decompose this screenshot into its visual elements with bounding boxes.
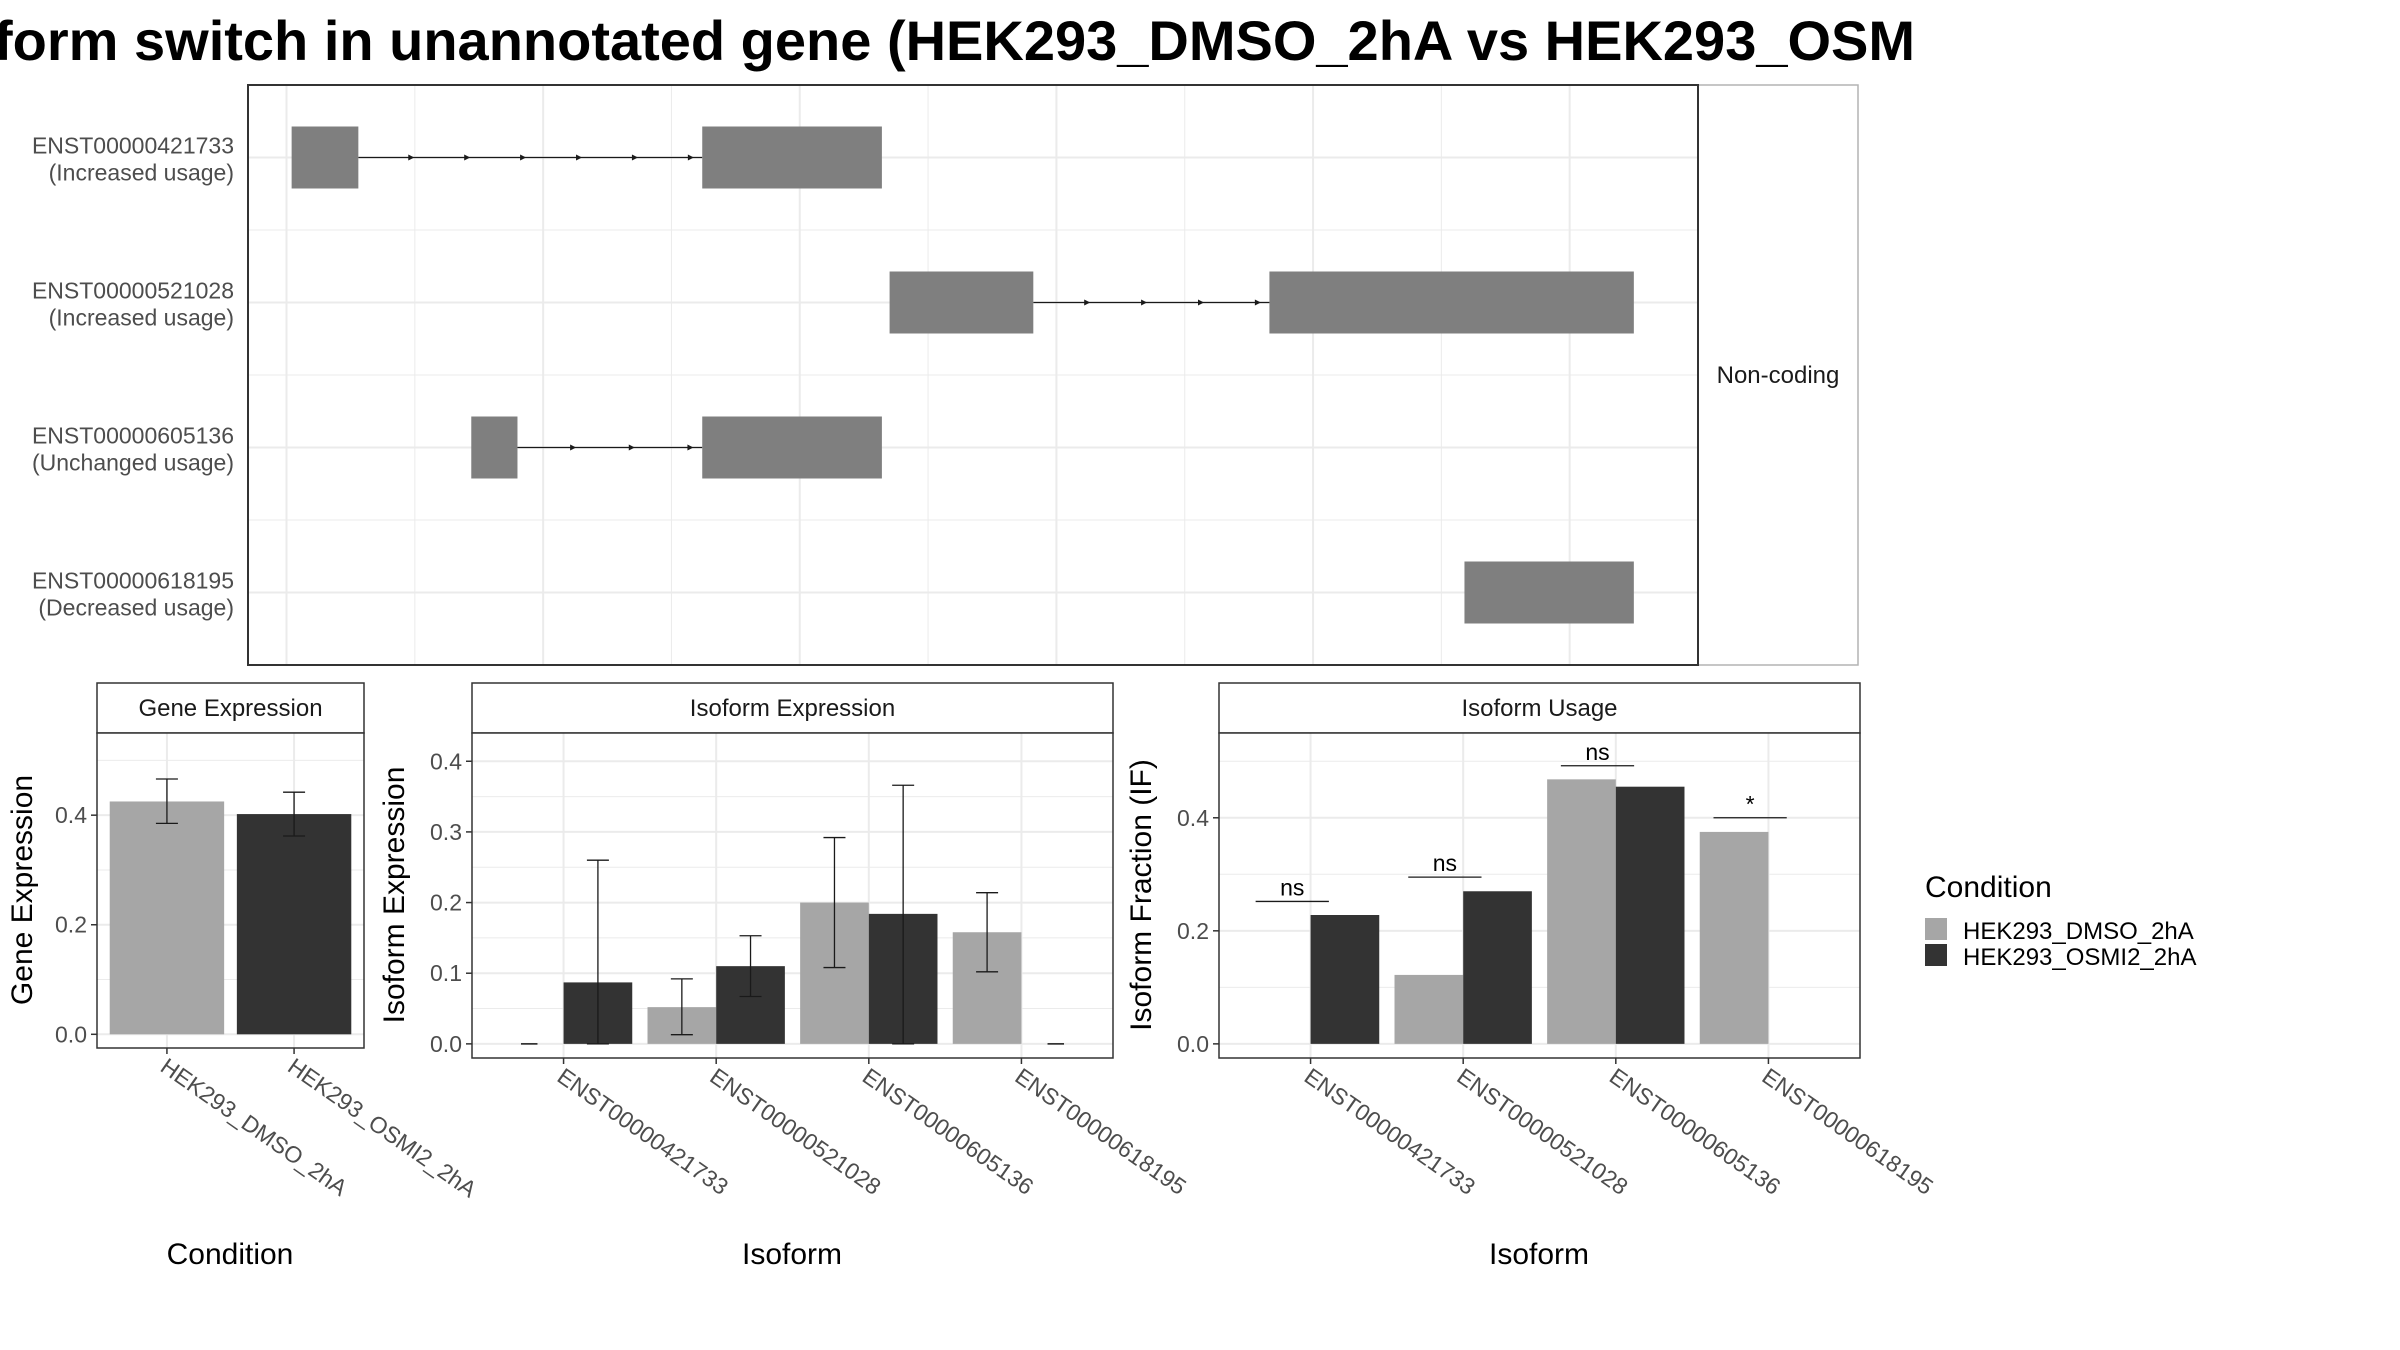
isoform-expression-x-label: Isoform bbox=[742, 1238, 842, 1271]
intron-arrow bbox=[570, 444, 577, 451]
isoform-expression-y-tick-label: 0.0 bbox=[430, 1031, 462, 1057]
intron-arrow bbox=[1084, 299, 1091, 306]
isoform-expression-y-tick-label: 0.1 bbox=[430, 960, 462, 986]
gene-expression-marks bbox=[109, 778, 352, 1035]
transcript-usage-label: (Increased usage) bbox=[49, 305, 234, 331]
exon-block bbox=[702, 126, 882, 189]
intron-arrow bbox=[628, 444, 635, 451]
isoform-usage-y-tick-label: 0.2 bbox=[1177, 918, 1209, 944]
transcript-id-label: ENST00000605136 bbox=[32, 423, 234, 449]
exon-block bbox=[1269, 271, 1634, 334]
intron-arrow bbox=[687, 444, 694, 451]
isoform-expression-marks bbox=[520, 784, 1065, 1045]
significance-label: ns bbox=[1585, 739, 1609, 765]
gene-expression-y-label: Gene Expression bbox=[6, 775, 39, 1005]
isoform-usage-bar bbox=[1699, 831, 1769, 1044]
transcript-usage-label: (Decreased usage) bbox=[38, 595, 234, 621]
legend-label-cond1: HEK293_DMSO_2hA bbox=[1963, 918, 2194, 945]
isoform-expression-y-tick-label: 0.4 bbox=[430, 748, 462, 774]
isoform-usage-strip-label: Isoform Usage bbox=[1461, 695, 1617, 722]
intron-arrow bbox=[576, 154, 583, 161]
transcript-labels: ENST00000421733(Increased usage)ENST0000… bbox=[32, 133, 234, 621]
isoform-usage-x-label: Isoform bbox=[1489, 1238, 1589, 1271]
transcript-id-label: ENST00000521028 bbox=[32, 278, 234, 304]
significance-label: ns bbox=[1433, 850, 1457, 876]
isoform-usage-bar bbox=[1547, 779, 1616, 1044]
isoform-expression-strip bbox=[471, 682, 1114, 734]
isoform-usage-bar bbox=[1394, 974, 1464, 1044]
transcript-marks bbox=[291, 126, 1634, 624]
exon-block bbox=[1464, 561, 1634, 624]
isoform-expression-strip-label: Isoform Expression bbox=[690, 695, 895, 722]
isoform-usage-bar bbox=[1463, 891, 1532, 1044]
exon-block bbox=[889, 271, 1034, 334]
exon-block bbox=[471, 416, 518, 479]
intron-arrow bbox=[1197, 299, 1204, 306]
transcript-panel-border bbox=[247, 84, 1699, 666]
transcript-id-label: ENST00000618195 bbox=[32, 568, 234, 594]
legend-swatch-cond2 bbox=[1925, 944, 1947, 966]
isoform-expression-y-tick-label: 0.3 bbox=[430, 819, 462, 845]
transcript-id-label: ENST00000421733 bbox=[32, 133, 234, 159]
isoform-usage-marks: ns ns ns * bbox=[1255, 739, 1787, 1044]
exon-block bbox=[291, 126, 359, 189]
legend-swatch-cond1 bbox=[1925, 918, 1947, 940]
gene-expression-y-tick-label: 0.0 bbox=[55, 1021, 87, 1047]
intron-arrow bbox=[687, 154, 694, 161]
isoform-expression-y-label: Isoform Expression bbox=[378, 767, 411, 1024]
legend-label-cond2: HEK293_OSMI2_2hA bbox=[1963, 944, 2196, 971]
significance-label: ns bbox=[1280, 874, 1304, 900]
transcript-usage-label: (Unchanged usage) bbox=[32, 450, 234, 476]
isoform-usage-y-tick-label: 0.4 bbox=[1177, 805, 1209, 831]
gene-expression-strip-label: Gene Expression bbox=[138, 695, 322, 722]
gene-expression-bar bbox=[109, 801, 225, 1035]
isoform-usage-y-tick-label: 0.0 bbox=[1177, 1031, 1209, 1057]
intron-arrow bbox=[1141, 299, 1148, 306]
transcript-usage-label: (Increased usage) bbox=[49, 160, 234, 186]
exon-block bbox=[702, 416, 882, 479]
transcript-strip bbox=[1697, 84, 1859, 666]
isoform-expression-y-tick-label: 0.2 bbox=[430, 890, 462, 916]
transcript-grid bbox=[248, 85, 1698, 665]
intron-arrow bbox=[520, 154, 527, 161]
isoform-usage-strip bbox=[1218, 682, 1861, 734]
gene-expression-border bbox=[96, 732, 365, 1049]
isoform-usage-bar bbox=[1310, 915, 1380, 1044]
isoform-usage-y-label: Isoform Fraction (IF) bbox=[1125, 759, 1158, 1031]
intron-arrow bbox=[631, 154, 638, 161]
transcript-panel: Non-coding ENST00000421733(Increased usa… bbox=[32, 84, 1859, 666]
figure-title: form switch in unannotated gene (HEK293_… bbox=[0, 9, 1915, 72]
legend: Condition HEK293_DMSO_2hA HEK293_OSMI2_2… bbox=[1925, 871, 2196, 971]
isoform-usage-bar bbox=[1615, 786, 1685, 1044]
significance-label: * bbox=[1746, 791, 1755, 817]
transcript-strip-label: Non-coding bbox=[1717, 362, 1840, 389]
gene-expression-x-label: Condition bbox=[167, 1238, 294, 1271]
isoform-expression-border bbox=[471, 732, 1114, 1059]
isoform-usage-border bbox=[1218, 732, 1861, 1059]
intron-arrow bbox=[1254, 299, 1261, 306]
intron-arrow bbox=[464, 154, 471, 161]
gene-expression-bar bbox=[236, 814, 352, 1035]
legend-title: Condition bbox=[1925, 871, 2052, 904]
gene-expression-y-tick-label: 0.4 bbox=[55, 802, 87, 828]
intron-arrow bbox=[408, 154, 415, 161]
gene-expression-y-tick-label: 0.2 bbox=[55, 912, 87, 938]
